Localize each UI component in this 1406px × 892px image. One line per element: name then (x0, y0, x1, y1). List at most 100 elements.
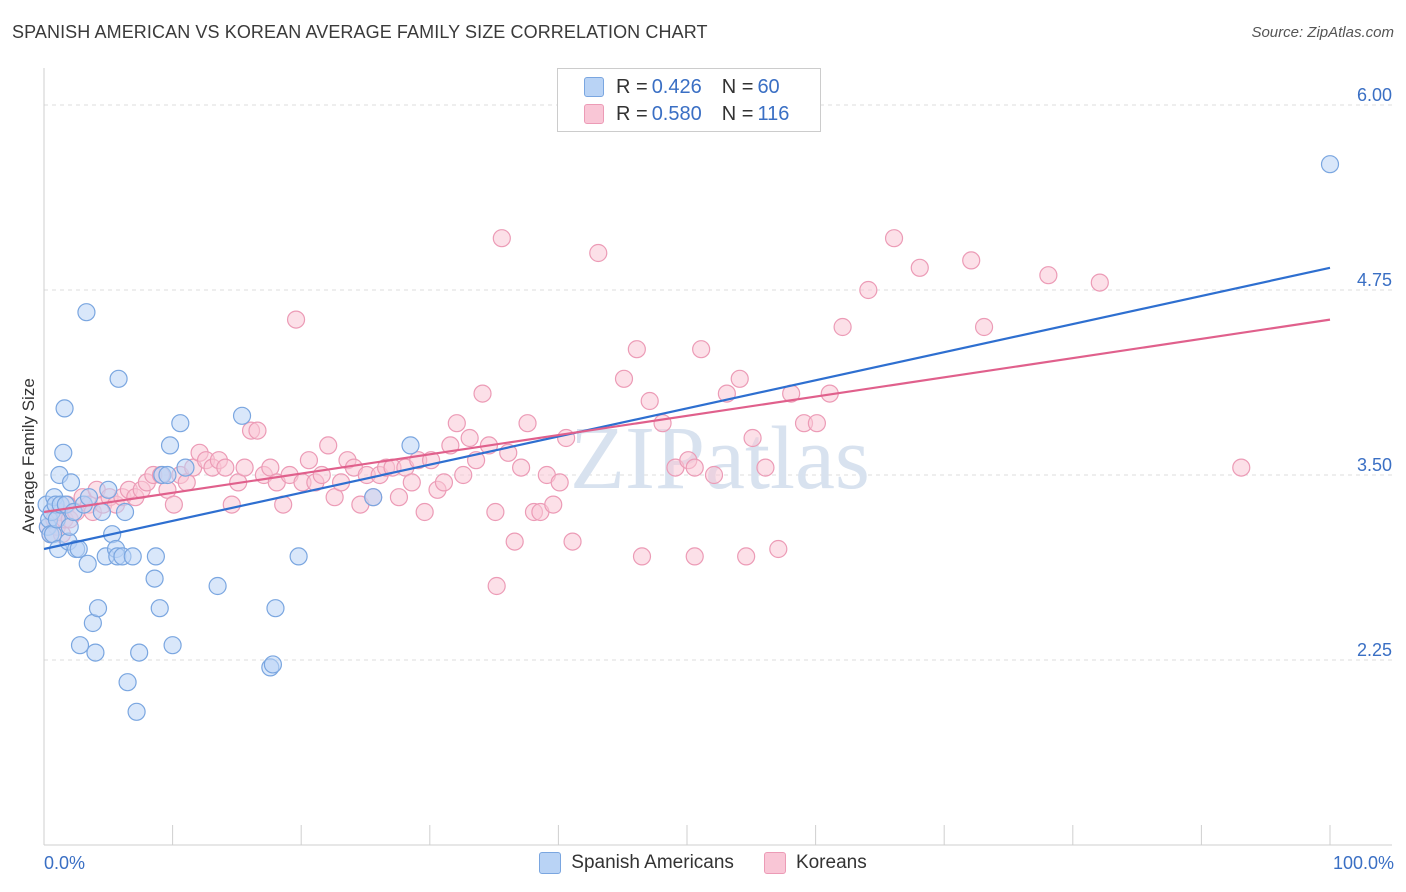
r-label: R = (616, 102, 648, 125)
korean-point (319, 436, 338, 455)
korean-point (730, 369, 749, 388)
x-tick-label-min: 0.0% (44, 853, 85, 873)
y-tick-label: 3.50 (1357, 455, 1392, 475)
spanish-point (86, 643, 105, 662)
korean-swatch (763, 852, 786, 874)
spanish-points (37, 155, 1340, 721)
korean-point (910, 258, 929, 277)
legend-item-spanish[interactable]: Spanish Americans (539, 852, 734, 874)
korean-point (415, 502, 434, 522)
korean-point (743, 428, 762, 448)
r-label: R = (616, 75, 648, 98)
korean-point (1039, 266, 1058, 285)
spanish-swatch (539, 852, 562, 874)
korean-point (833, 317, 852, 337)
spanish-point (266, 599, 285, 618)
spanish-point (146, 547, 165, 566)
korean-point (807, 414, 826, 433)
legend-label-korean: Koreans (795, 852, 867, 873)
spanish-point (176, 458, 195, 477)
korean-point (460, 428, 479, 448)
spanish-point (61, 473, 81, 492)
korean-swatch (584, 104, 604, 124)
spanish-point (115, 502, 135, 522)
korean-point (769, 539, 788, 559)
korean-point (563, 532, 582, 551)
korean-point (447, 414, 466, 433)
korean-point (389, 488, 409, 507)
korean-point (1232, 458, 1251, 477)
korean-point (434, 473, 454, 492)
spanish-trend-line (43, 266, 1331, 551)
korean-point (1090, 273, 1109, 292)
korean-point (473, 384, 492, 403)
spanish-point (92, 502, 111, 522)
spanish-point (401, 436, 420, 455)
spanish-point (118, 673, 137, 692)
korean-trend-line (43, 318, 1331, 514)
korean-point (685, 458, 704, 477)
korean-point (627, 340, 646, 359)
spanish-point (78, 554, 97, 573)
spanish-point (127, 702, 146, 721)
y-tick-label: 2.25 (1357, 640, 1392, 660)
trend-lines (43, 266, 1331, 551)
spanish-point (208, 576, 227, 596)
spanish-point (171, 414, 190, 433)
spanish-point (364, 488, 383, 507)
korean-point (737, 547, 756, 566)
korean-point (974, 317, 994, 337)
korean-point (859, 280, 878, 300)
spanish-point (123, 547, 142, 566)
spanish-point (54, 443, 73, 462)
y-axis-label: Average Family Size (19, 378, 38, 534)
spanish-swatch (584, 77, 604, 97)
korean-point (512, 458, 531, 477)
korean-point (632, 547, 652, 566)
stats-legend: R = 0.426 N = 60 R = 0.580 N = 116 (557, 68, 821, 132)
korean-point (402, 473, 421, 492)
korean-point (235, 458, 254, 477)
korean-point (164, 495, 183, 514)
y-tick-label: 6.00 (1357, 85, 1392, 105)
korean-point (454, 465, 473, 485)
korean-point (222, 495, 241, 514)
legend-row-korean: R = 0.580 N = 116 (584, 101, 789, 127)
tick-labels: 2.25 3.50 4.75 6.00 (1357, 85, 1392, 660)
korean-point (486, 502, 505, 522)
korean-point (492, 229, 511, 248)
y-tick-label: 4.75 (1357, 270, 1392, 290)
spanish-point (232, 406, 252, 425)
n-label: N = (721, 102, 754, 125)
korean-point (589, 243, 608, 263)
korean-point (550, 473, 569, 492)
spanish-point (55, 399, 74, 418)
korean-point (487, 576, 506, 596)
korean-points (38, 229, 1251, 596)
source-label: Source: ZipAtlas.com (1251, 24, 1394, 41)
spanish-point (289, 547, 308, 566)
spanish-point (145, 569, 164, 588)
korean-point (286, 310, 306, 329)
korean-point (518, 414, 537, 433)
legend-label-spanish: Spanish Americans (571, 852, 734, 873)
spanish-point (88, 599, 108, 618)
spanish-point (79, 488, 99, 507)
spanish-point (109, 369, 128, 388)
chart-title: SPANISH AMERICAN VS KOREAN AVERAGE FAMIL… (12, 22, 708, 42)
korean-point (685, 547, 704, 566)
korean-point (884, 229, 904, 248)
korean-point (704, 465, 724, 485)
r-value: 0.426 (651, 75, 702, 98)
spanish-point (150, 599, 169, 618)
spanish-point (163, 636, 182, 655)
korean-point (216, 458, 235, 477)
legend-item-korean[interactable]: Koreans (763, 852, 867, 874)
legend-row-spanish: R = 0.426 N = 60 (584, 74, 780, 100)
n-label: N = (721, 75, 754, 98)
korean-point (614, 369, 634, 388)
series-legend: Spanish Americans Koreans (0, 852, 1406, 874)
korean-point (505, 532, 524, 551)
spanish-point (160, 436, 180, 455)
